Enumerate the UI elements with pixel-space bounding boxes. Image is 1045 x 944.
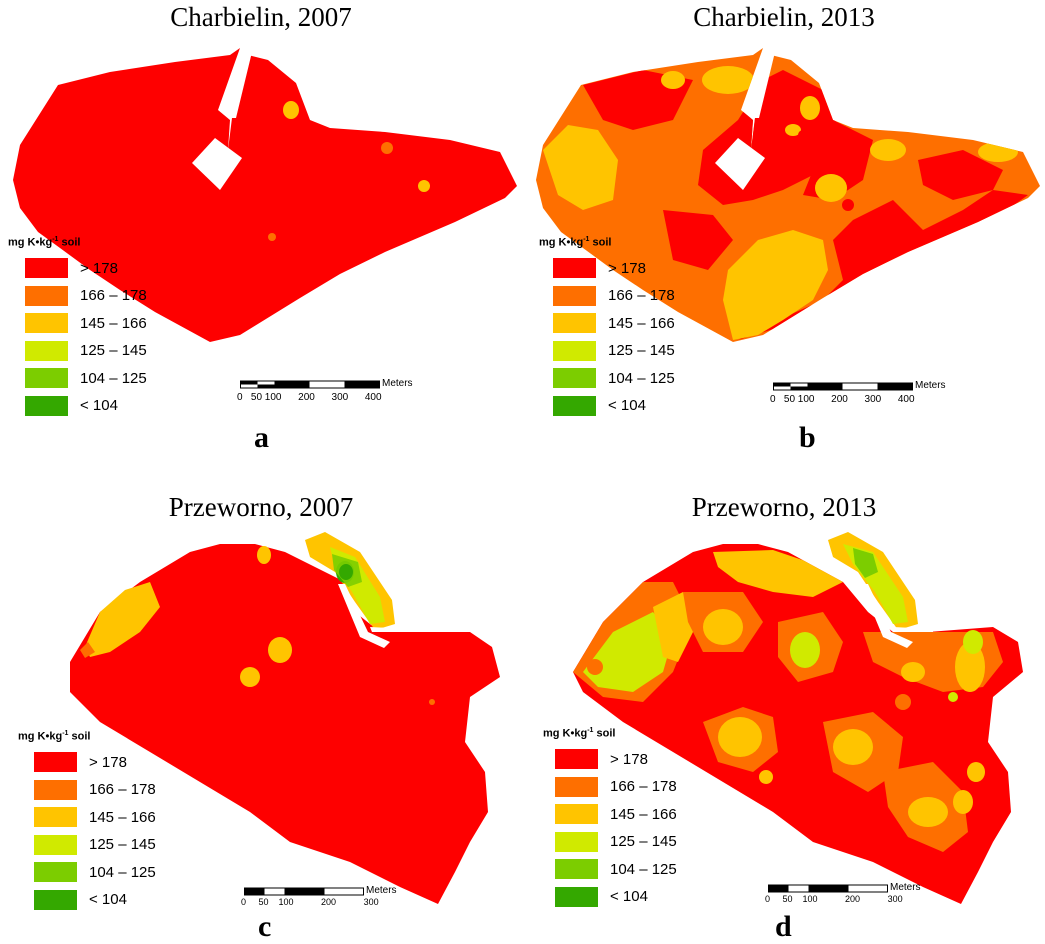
legend-swatch: [25, 395, 68, 416]
legend-item: > 178: [25, 255, 147, 283]
legend-title: mg K•kg-1 soil: [543, 727, 616, 740]
legend-item: 104 – 125: [34, 859, 156, 887]
legend-item: 104 – 125: [25, 365, 147, 393]
legend-item: 125 – 145: [553, 337, 675, 365]
legend-swatch: [555, 776, 598, 797]
legend-item: 166 – 178: [34, 776, 156, 804]
map-panel-a: Charbielin, 2007 mg K•kg-1 soil > 178 16…: [0, 0, 522, 471]
legend-swatch: [553, 368, 596, 389]
panel-title: Charbielin, 2007: [170, 2, 352, 32]
field-map-charbielin-2013: [536, 48, 1040, 342]
legend-item: 166 – 178: [25, 282, 147, 310]
legend-swatch: [555, 831, 598, 852]
map-panel-b: Charbielin, 2013: [523, 0, 1045, 471]
field-map-przeworno-2007: [70, 532, 500, 904]
legend-title: mg K•kg-1 soil: [18, 730, 91, 743]
legend-swatch: [553, 340, 596, 361]
legend-swatch: [555, 804, 598, 825]
map-panel-c: Przeworno, 2007 mg K•kg-1 soil > 178 166…: [0, 472, 522, 943]
panel-letter: a: [254, 421, 269, 454]
legend-swatch: [34, 862, 77, 883]
legend-item: 125 – 145: [555, 828, 677, 856]
legend-swatch: [555, 859, 598, 880]
legend-item: < 104: [553, 392, 675, 420]
field-map-przeworno-2013: [573, 532, 1023, 904]
legend-title: mg K•kg-1 soil: [539, 236, 612, 249]
legend-item: 145 – 166: [555, 801, 677, 829]
legend-swatch: [25, 340, 68, 361]
field-polygon: [13, 48, 517, 342]
legend-item: < 104: [34, 886, 156, 914]
access-strip: [229, 48, 252, 118]
legend-item: > 178: [555, 746, 677, 774]
legend-item: 145 – 166: [25, 310, 147, 338]
panel-title: Przeworno, 2007: [168, 492, 354, 522]
legend-swatch: [25, 285, 68, 306]
legend-swatch: [553, 285, 596, 306]
panel-title: Charbielin, 2013: [693, 2, 875, 32]
panel-title: Przeworno, 2013: [691, 492, 877, 522]
legend-item: 145 – 166: [553, 310, 675, 338]
legend: mg K•kg-1 soil > 178 166 – 178 145 – 166…: [8, 236, 147, 420]
legend-swatch: [553, 395, 596, 416]
legend-swatch: [555, 749, 598, 770]
legend-item: 166 – 178: [555, 773, 677, 801]
legend-item: < 104: [25, 392, 147, 420]
legend-item: 104 – 125: [553, 365, 675, 393]
panel-letter: b: [799, 421, 816, 454]
legend-item: 125 – 145: [34, 831, 156, 859]
legend-swatch: [555, 886, 598, 907]
field-map-charbielin-2007: [13, 48, 517, 342]
legend-swatch: [25, 368, 68, 389]
legend: mg K•kg-1 soil > 178 166 – 178 145 – 166…: [18, 730, 156, 914]
excluded-area: [192, 138, 242, 190]
legend-swatch: [553, 313, 596, 334]
legend-item: > 178: [34, 749, 156, 777]
map-panel-d: Przeworno, 2013: [523, 472, 1045, 943]
legend: mg K•kg-1 soil > 178 166 – 178 145 – 166…: [543, 727, 677, 911]
panel-letter: d: [775, 910, 792, 943]
legend-swatch: [553, 258, 596, 279]
legend-swatch: [34, 779, 77, 800]
legend-title: mg K•kg-1 soil: [8, 236, 81, 249]
legend-swatch: [34, 889, 77, 910]
legend-swatch: [34, 834, 77, 855]
legend-item: 125 – 145: [25, 337, 147, 365]
legend-item: > 178: [553, 255, 675, 283]
legend-swatch: [34, 807, 77, 828]
legend-item: 145 – 166: [34, 804, 156, 832]
legend-swatch: [34, 752, 77, 773]
legend-item: 166 – 178: [553, 282, 675, 310]
panel-letter: c: [258, 910, 272, 943]
legend-swatch: [25, 313, 68, 334]
legend: mg K•kg-1 soil > 178 166 – 178 145 – 166…: [539, 236, 675, 420]
legend-item: < 104: [555, 883, 677, 911]
legend-item: 104 – 125: [555, 856, 677, 884]
legend-swatch: [25, 258, 68, 279]
